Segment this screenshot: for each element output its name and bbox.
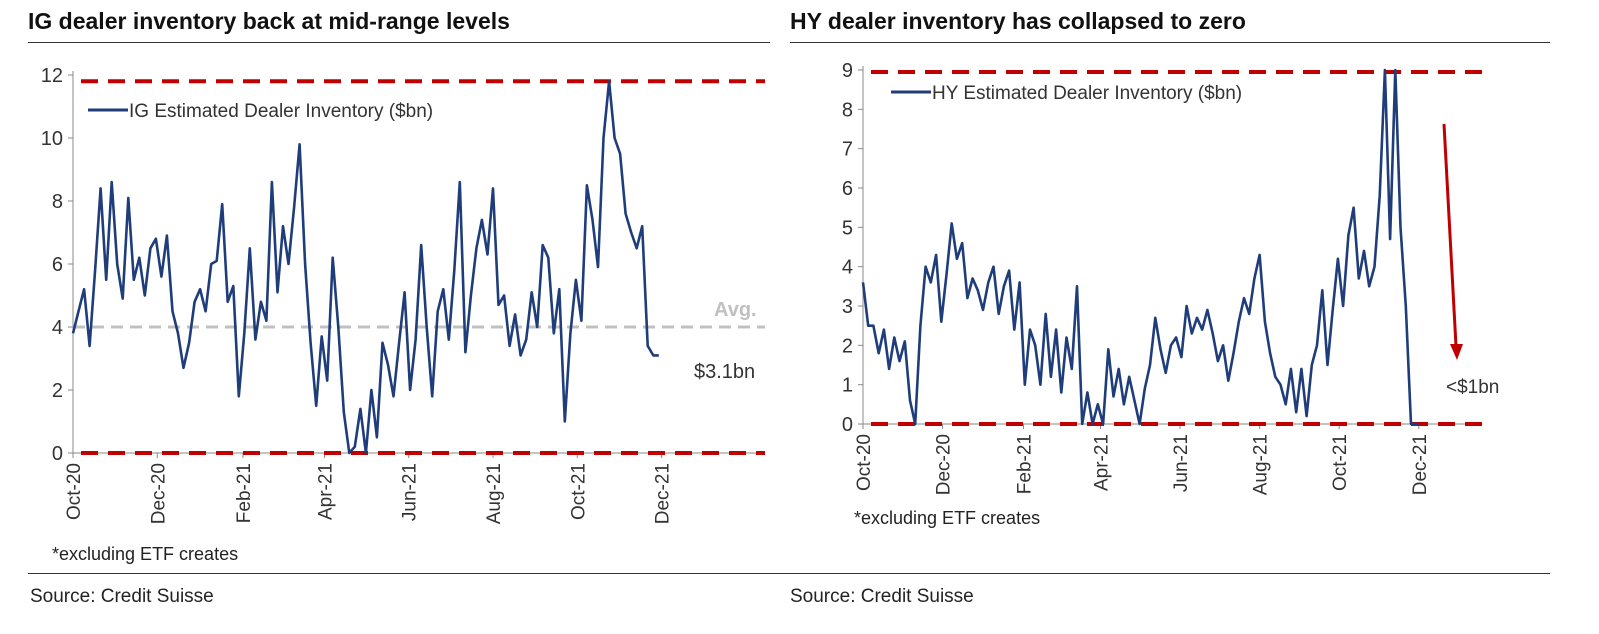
ig-inventory-chart: 0 2 4 6 8 10 12 Oct-20 Dec-20 Feb-21 Apr-21 Jun-21 A… [41, 65, 765, 564]
y-tick-label: 7 [842, 139, 853, 161]
y-tick-label: 4 [842, 257, 853, 279]
y-tick-label: 2 [52, 380, 63, 402]
y-tick-label: 2 [842, 335, 853, 357]
y-tick-label: 0 [842, 414, 853, 436]
y-tick-label: 12 [41, 65, 63, 87]
y-tick-label: 0 [52, 443, 63, 465]
right-chart-title: HY dealer inventory has collapsed to zer… [790, 8, 1246, 34]
legend-label: HY Estimated Dealer Inventory ($bn) [932, 83, 1242, 104]
right-title-rule [790, 42, 1550, 43]
latest-value-label: $3.1bn [694, 361, 755, 383]
avg-label: Avg. [714, 299, 757, 321]
decline-arrow [1442, 123, 1463, 360]
y-tick-label: 6 [52, 254, 63, 276]
x-tick-label: Feb-21 [234, 463, 255, 523]
y-tick-label: 6 [842, 178, 853, 200]
x-tick-label: Dec-20 [934, 434, 955, 495]
footer-rule [28, 573, 1550, 574]
left-title-rule [28, 42, 770, 43]
y-tick-label: 8 [842, 99, 853, 121]
y-tick-label: 8 [52, 191, 63, 213]
y-tick-label: 9 [842, 60, 853, 82]
decline-arrow-shaft [1442, 123, 1458, 347]
hy-inventory-chart: 0 1 2 3 4 5 6 7 8 9 Oct-20 Dec-20 Feb-21 Apr-21 Jun-21… [842, 60, 1500, 528]
x-tick-label: Apr-21 [1091, 434, 1112, 491]
x-tick-label: Aug-21 [484, 463, 505, 524]
footnote: *excluding ETF creates [854, 508, 1040, 528]
y-tick-label: 3 [842, 296, 853, 318]
y-tick-label: 1 [842, 375, 853, 397]
x-tick-label: Dec-21 [653, 463, 674, 524]
inventory-series-line [861, 68, 1419, 426]
y-tick-label: 5 [842, 217, 853, 239]
left-source: Source: Credit Suisse [30, 586, 214, 607]
decline-arrow-head [1450, 344, 1463, 360]
left-chart-title: IG dealer inventory back at mid-range le… [28, 8, 510, 34]
x-tick-label: Aug-21 [1251, 434, 1272, 495]
x-tick-label: Dec-21 [1410, 434, 1431, 495]
x-tick-label: Jun-21 [400, 463, 421, 521]
x-tick-label: Feb-21 [1014, 434, 1035, 494]
inventory-series-line [71, 79, 659, 455]
legend-label: IG Estimated Dealer Inventory ($bn) [129, 101, 433, 122]
x-tick-label: Oct-20 [854, 434, 875, 491]
x-tick-label: Oct-21 [568, 463, 589, 520]
x-tick-label: Oct-20 [64, 463, 85, 520]
latest-value-label: <$1bn [1446, 377, 1499, 398]
x-tick-label: Apr-21 [315, 463, 336, 520]
x-tick-label: Oct-21 [1330, 434, 1351, 491]
y-tick-label: 10 [41, 128, 63, 150]
x-tick-label: Dec-20 [148, 463, 169, 524]
footnote: *excluding ETF creates [52, 544, 238, 564]
y-tick-label: 4 [52, 317, 63, 339]
x-tick-label: Jun-21 [1171, 434, 1192, 492]
right-source: Source: Credit Suisse [790, 586, 974, 607]
